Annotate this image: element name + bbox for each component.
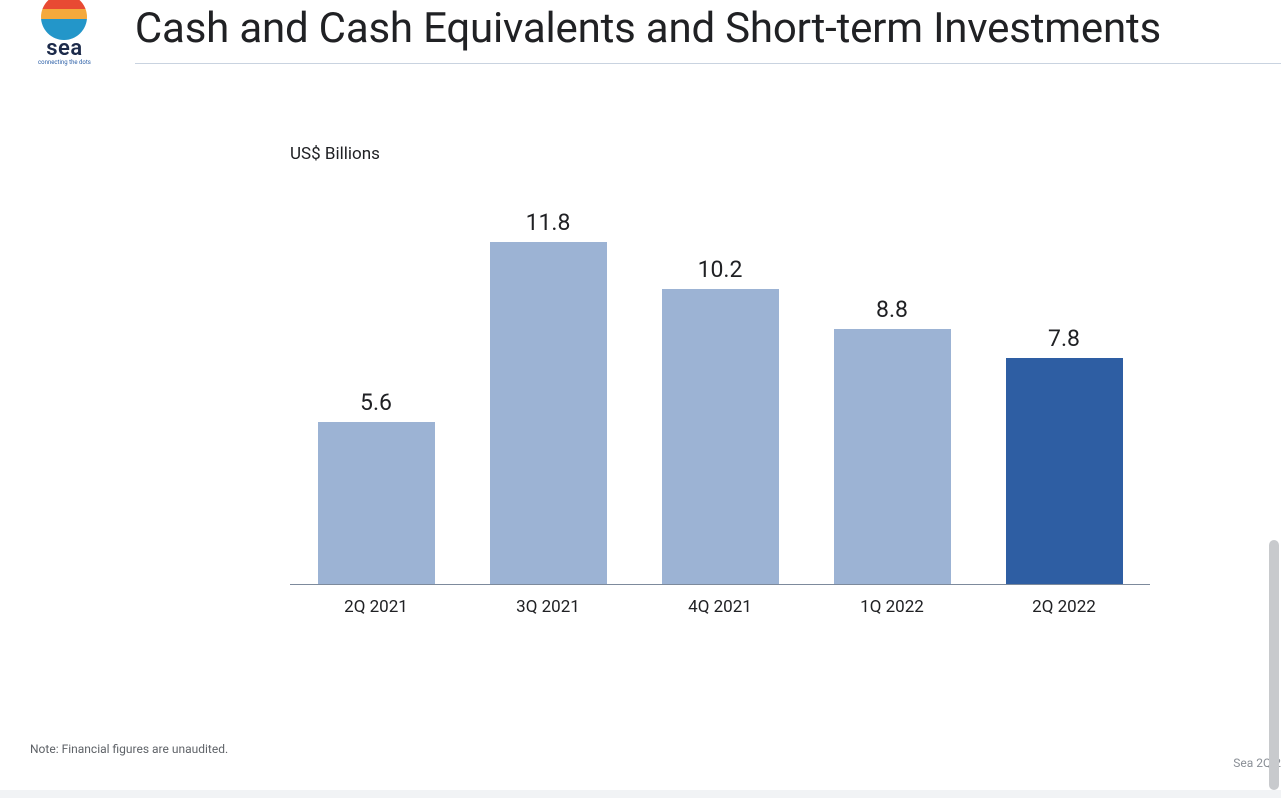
bar-rect [1006, 358, 1123, 584]
bar-value-label: 11.8 [526, 209, 571, 236]
y-axis-unit-label: US$ Billions [290, 144, 380, 164]
bar-value-label: 10.2 [698, 256, 743, 283]
x-axis-label: 4Q 2021 [688, 597, 752, 617]
bar: 7.8 [1006, 325, 1123, 584]
x-axis-label: 2Q 2021 [344, 597, 408, 617]
bar: 11.8 [490, 209, 607, 584]
bar-chart: 5.611.810.28.87.8 2Q 20213Q 20214Q 20211… [290, 220, 1150, 620]
bar-rect [662, 289, 779, 584]
x-axis-label: 2Q 2022 [1032, 597, 1096, 617]
header: sea connecting the dots Cash and Cash Eq… [0, 0, 1281, 70]
window-bottom-edge [0, 790, 1281, 798]
bar-value-label: 7.8 [1048, 325, 1080, 352]
bar-value-label: 8.8 [876, 296, 908, 323]
title-divider [135, 63, 1281, 64]
scrollbar[interactable] [1267, 0, 1281, 798]
bar: 8.8 [834, 296, 951, 584]
title-block: Cash and Cash Equivalents and Short-term… [135, 4, 1281, 64]
bar-rect [834, 329, 951, 584]
x-axis-label: 1Q 2022 [860, 597, 924, 617]
logo: sea connecting the dots [38, 0, 91, 66]
scrollbar-thumb[interactable] [1269, 540, 1279, 790]
bar: 5.6 [318, 389, 435, 584]
bar-rect [490, 242, 607, 584]
footnote: Note: Financial figures are unaudited. [30, 742, 228, 756]
page-title: Cash and Cash Equivalents and Short-term… [135, 4, 1281, 53]
bar-value-label: 5.6 [360, 389, 392, 416]
logo-tagline: connecting the dots [38, 59, 91, 66]
x-axis-label: 3Q 2021 [516, 597, 580, 617]
chart-plot-area: 5.611.810.28.87.8 [290, 220, 1150, 585]
chart-x-axis: 2Q 2021 3Q 2021 4Q 2021 1Q 2022 2Q 2022 [290, 597, 1150, 629]
logo-icon [41, 0, 87, 40]
bar-rect [318, 422, 435, 584]
bar: 10.2 [662, 256, 779, 584]
